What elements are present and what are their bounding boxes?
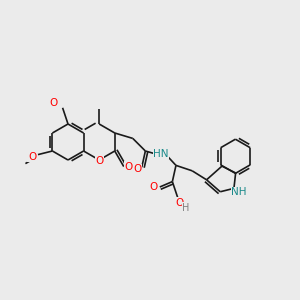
Text: NH: NH <box>231 187 247 197</box>
Text: O: O <box>150 182 158 192</box>
Text: O: O <box>28 152 36 162</box>
Text: O: O <box>95 156 103 166</box>
Text: O: O <box>134 164 142 174</box>
Text: O: O <box>124 162 133 172</box>
Text: O: O <box>176 198 184 208</box>
Text: O: O <box>50 98 58 108</box>
Text: HN: HN <box>153 148 169 159</box>
Text: H: H <box>182 203 190 213</box>
